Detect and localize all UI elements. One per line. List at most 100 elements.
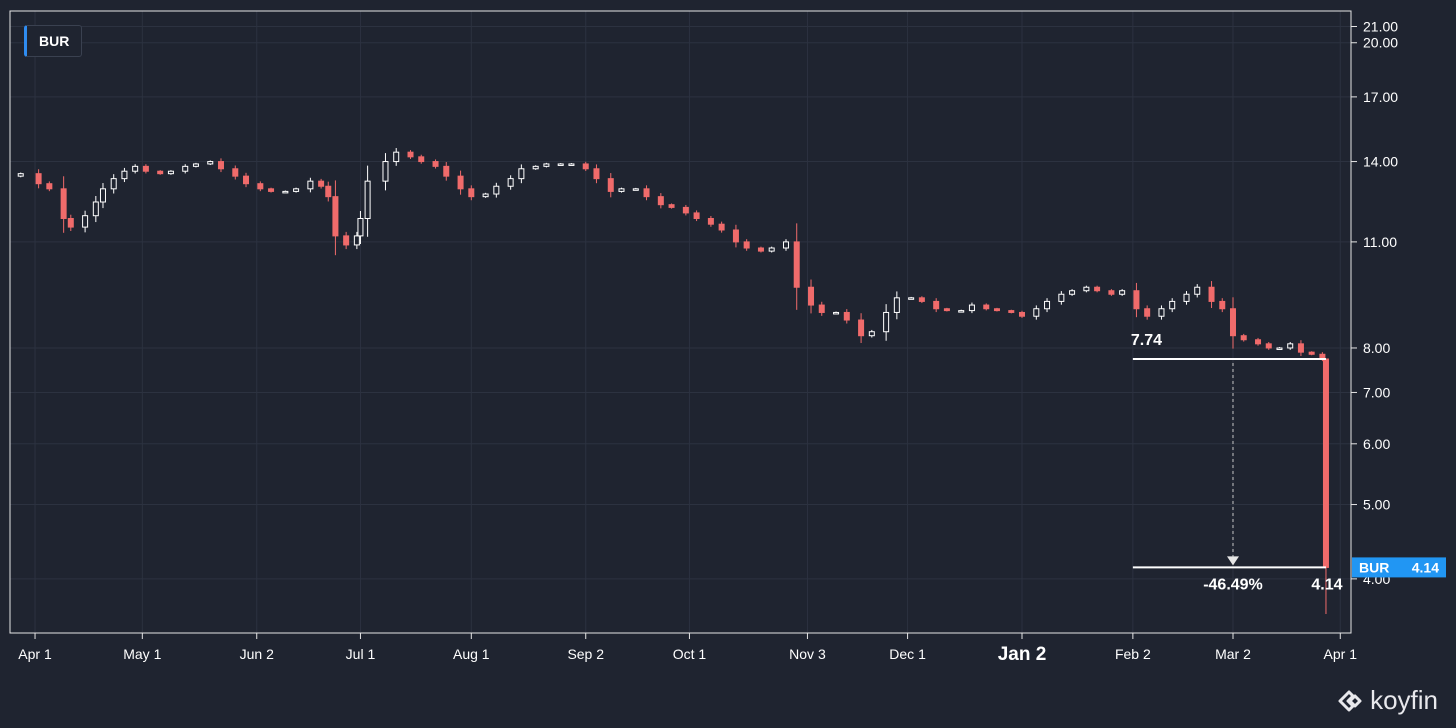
y-tick-label: 8.00 xyxy=(1363,340,1390,356)
candle-body xyxy=(1208,286,1215,302)
candle-body xyxy=(1083,286,1090,292)
brand-name: koyfin xyxy=(1370,685,1438,715)
candle-body xyxy=(293,188,300,192)
candle-body xyxy=(364,180,371,220)
candle-body xyxy=(67,218,74,228)
x-tick-label: Oct 1 xyxy=(673,646,707,662)
candle-body xyxy=(983,304,990,310)
candle-body xyxy=(707,218,714,225)
candle-body xyxy=(858,319,865,337)
candle-body xyxy=(1308,351,1315,355)
candle-body xyxy=(1297,343,1304,353)
end-value-label: 4.14 xyxy=(1311,576,1342,593)
candle-body xyxy=(482,193,489,198)
x-tick-label: Nov 3 xyxy=(789,646,826,662)
candle-body xyxy=(207,161,214,165)
candle-body xyxy=(457,175,464,190)
drawdown-annotation: 7.74 -46.49% 4.14 xyxy=(1131,332,1343,593)
candle-body xyxy=(1008,310,1015,313)
plot-frame xyxy=(9,10,1352,634)
y-tick-label: 11.00 xyxy=(1363,234,1397,250)
candle-body xyxy=(1144,308,1151,317)
candle-body xyxy=(843,311,850,321)
candle-body xyxy=(17,173,24,177)
candle-body xyxy=(1276,347,1283,350)
candle-body xyxy=(1058,293,1065,302)
candle-body xyxy=(418,156,425,163)
x-tick-label: Sep 2 xyxy=(567,646,604,662)
candle-body xyxy=(382,161,389,182)
candle-body xyxy=(407,151,414,158)
candle-body xyxy=(693,212,700,220)
candle-body xyxy=(318,180,325,187)
candle-body xyxy=(192,163,199,167)
candle-body xyxy=(1133,290,1140,310)
candle-body xyxy=(307,180,314,190)
candle-body xyxy=(46,183,53,190)
candle-body xyxy=(918,297,925,302)
y-tick-label: 7.00 xyxy=(1363,384,1390,400)
candle-body xyxy=(818,304,825,313)
candle-body xyxy=(1255,339,1262,345)
candle-body xyxy=(883,311,890,333)
candle-body xyxy=(1158,308,1165,317)
candle-body xyxy=(353,235,360,246)
candle-body xyxy=(157,170,164,175)
candle-body xyxy=(582,163,589,170)
candle-body xyxy=(343,235,350,246)
ticker-badge[interactable]: BUR xyxy=(24,25,83,57)
percent-change-label: -46.49% xyxy=(1203,576,1263,593)
x-tick-label: Mar 2 xyxy=(1215,646,1251,662)
candle-body xyxy=(607,178,614,192)
candle-body xyxy=(1219,300,1226,310)
candle-body xyxy=(443,165,450,177)
candle-body xyxy=(732,229,739,243)
x-tick-label: Feb 2 xyxy=(1115,646,1151,662)
candle-body xyxy=(393,151,400,163)
candle-body xyxy=(268,188,275,192)
candle-body xyxy=(468,188,475,198)
koyfin-logo-icon xyxy=(1338,690,1362,711)
candle-body xyxy=(532,165,539,170)
candle-body xyxy=(1169,300,1176,310)
last-price-tag: BUR 4.14 xyxy=(1352,557,1446,578)
candle-body xyxy=(808,286,815,306)
candle-body xyxy=(993,308,1000,312)
candle-body xyxy=(793,241,800,288)
candle-body xyxy=(908,297,915,300)
grid-lines xyxy=(10,11,1351,633)
candle-body xyxy=(1229,308,1236,337)
candle-body xyxy=(632,188,639,191)
y-tick-label: 5.00 xyxy=(1363,497,1390,513)
brand-logo: koyfin xyxy=(1336,685,1438,716)
candle-body xyxy=(1119,290,1126,295)
candle-body xyxy=(1183,293,1190,302)
candle-body xyxy=(1019,311,1026,317)
candle-body xyxy=(243,175,250,185)
candle-body xyxy=(1044,300,1051,310)
candle-body xyxy=(167,170,174,175)
price-tag-ticker: BUR xyxy=(1359,559,1389,575)
candle-body xyxy=(518,168,525,180)
candle-body xyxy=(893,297,900,313)
candle-body xyxy=(132,165,139,172)
candle-body xyxy=(1033,308,1040,317)
candle-body xyxy=(593,168,600,180)
candle-body xyxy=(257,183,264,190)
y-tick-label: 20.00 xyxy=(1363,35,1398,51)
candle-body xyxy=(568,163,575,166)
candle-body xyxy=(325,185,332,198)
candle-body xyxy=(1094,286,1101,292)
candle-body xyxy=(743,241,750,249)
candle-body xyxy=(60,188,67,220)
candle-body xyxy=(217,161,224,170)
candle-body xyxy=(933,300,940,310)
x-tick-label: Dec 1 xyxy=(889,646,926,662)
candle-body xyxy=(657,196,664,206)
candle-body xyxy=(668,204,675,208)
candle-body xyxy=(1194,286,1201,295)
y-tick-label: 14.00 xyxy=(1363,154,1398,170)
y-tick-label: 21.00 xyxy=(1363,18,1398,34)
